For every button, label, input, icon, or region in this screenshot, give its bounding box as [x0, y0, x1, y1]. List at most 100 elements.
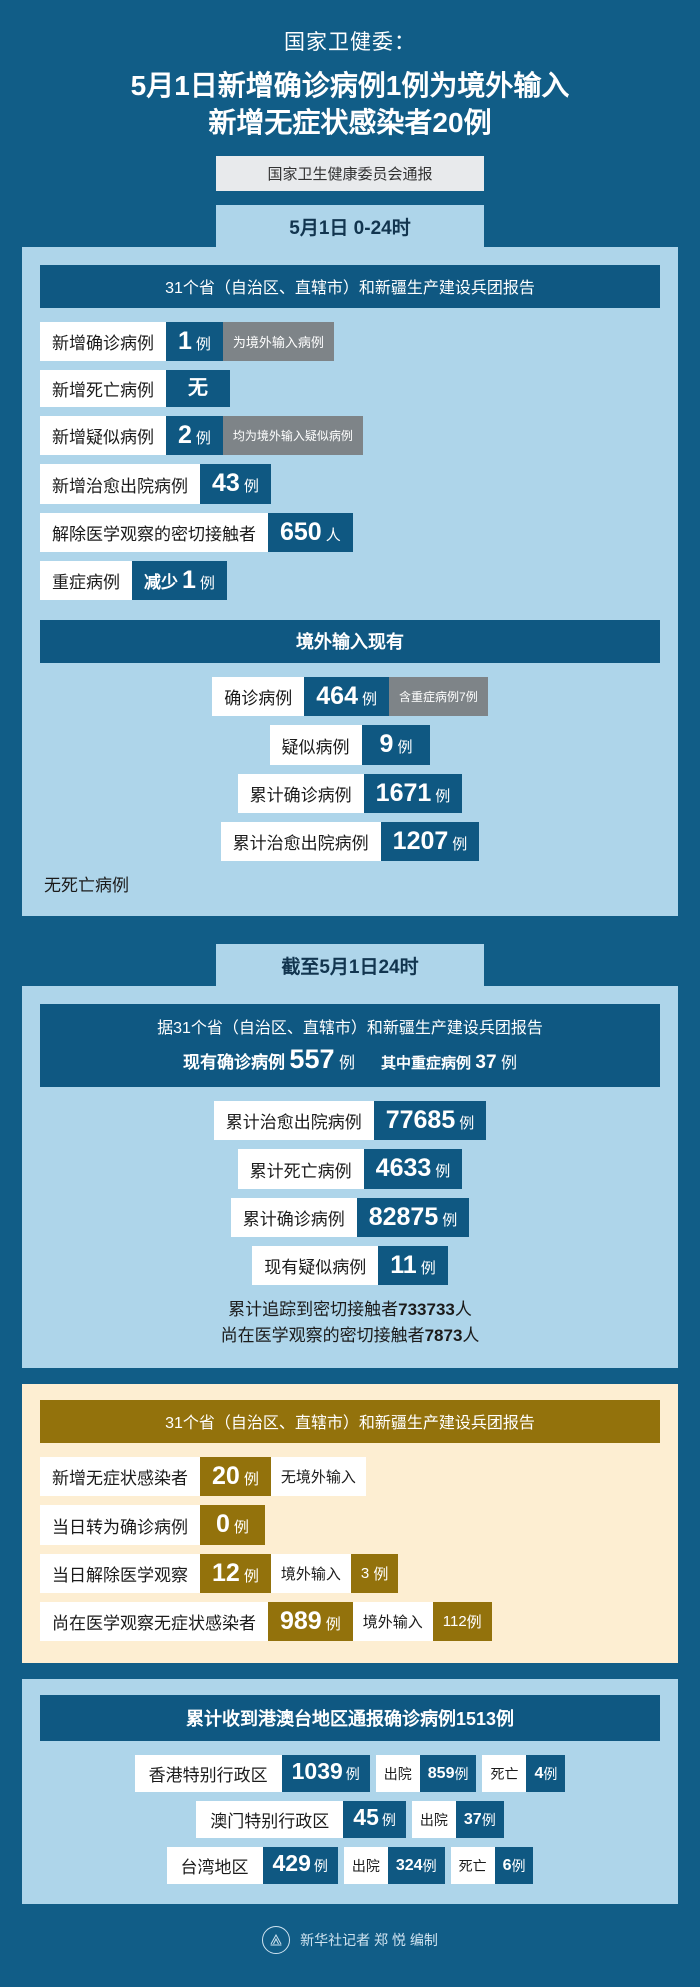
region-label: 台湾地区 [166, 1847, 263, 1885]
region-label: 香港特别行政区 [134, 1755, 282, 1793]
row-unit: 例 [459, 1115, 475, 1133]
row-unit: 例 [243, 1471, 259, 1489]
row-unit: 例 [435, 787, 451, 805]
contacts-traced-line: 累计追踪到密切接触者733733人 [40, 1297, 660, 1323]
table-row: 新增死亡病例 无 [40, 370, 660, 408]
row-note: 无境外输入 [270, 1457, 366, 1497]
region-number: 45 [353, 1804, 379, 1831]
page-title: 5月1日新增确诊病例1例为境外输入 新增无症状感染者20例 [0, 68, 700, 142]
section-regions-band: 累计收到港澳台地区通报确诊病例1513例 [40, 1695, 660, 1742]
row-label: 尚在医学观察无症状感染者 [40, 1601, 268, 1642]
row-note: 境外输入 [352, 1601, 433, 1642]
section-asymptomatic: 31个省（自治区、直辖市）和新疆生产建设兵团报告 新增无症状感染者 20 例 无… [22, 1384, 678, 1664]
row-value: 4633 例 [363, 1149, 463, 1189]
contacts-block: 累计追踪到密切接触者733733人 尚在医学观察的密切接触者7873人 [40, 1297, 660, 1348]
row-unit: 例 [195, 335, 211, 353]
row-value: 82875 例 [356, 1197, 470, 1237]
row-number: 1207 [392, 826, 449, 855]
section-daily-rows: 新增确诊病例 1 例 为境外输入病例 新增死亡病例 无 新增疑似病例 [40, 321, 660, 601]
region-discharged-unit: 例 [422, 1857, 437, 1874]
imported-footnote: 无死亡病例 [44, 876, 129, 896]
row-number: 1 [182, 565, 196, 594]
row-unit: 例 [452, 835, 468, 853]
row-label: 累计确诊病例 [230, 1197, 357, 1237]
current-cases-group: 现有确诊病例 557 例 [183, 1044, 355, 1075]
region-discharged-label: 出院 [343, 1847, 388, 1885]
row-label: 解除医学观察的密切接触者 [40, 512, 268, 552]
table-row: 累计死亡病例 4633 例 [40, 1149, 660, 1189]
table-row: 疑似病例 9 例 [40, 725, 660, 765]
contacts-observation-value: 7873 [424, 1325, 463, 1345]
row-number: 43 [212, 469, 240, 498]
row-unit: 例 [195, 430, 211, 448]
region-discharged-number: 859 [427, 1764, 455, 1782]
row-value: 464 例 [304, 677, 390, 717]
section-regions: 累计收到港澳台地区通报确诊病例1513例 香港特别行政区 1039 例 出院 8… [22, 1679, 678, 1905]
row-value: 9 例 [361, 725, 431, 765]
page-title-line2: 新增无症状感染者20例 [208, 106, 492, 138]
row-unit: 例 [362, 691, 378, 709]
current-cases-value: 557 [289, 1044, 335, 1075]
region-number: 1039 [291, 1758, 343, 1785]
table-row: 重症病例 减少 1 例 [40, 560, 660, 601]
header-eyebrow: 国家卫健委： [284, 31, 416, 54]
current-cases-unit: 例 [338, 1055, 355, 1073]
contacts-traced-value: 733733 [398, 1300, 455, 1320]
row-number: 11 [390, 1250, 417, 1279]
row-number: 9 [379, 730, 394, 759]
xinhua-logo-icon [262, 1926, 291, 1955]
row-label: 累计死亡病例 [237, 1149, 364, 1189]
row-note-secondary-unit: 例 [466, 1614, 482, 1632]
contacts-traced-unit: 人 [454, 1300, 472, 1320]
region-unit: 例 [313, 1858, 328, 1875]
row-unit: 例 [397, 739, 413, 757]
row-number: 464 [316, 682, 358, 711]
contacts-observation-unit: 人 [462, 1325, 480, 1345]
row-number: 1671 [375, 778, 432, 807]
table-row: 累计确诊病例 82875 例 [40, 1197, 660, 1237]
contacts-traced-label: 累计追踪到密切接触者 [228, 1300, 399, 1320]
row-value: 650 人 [268, 512, 353, 552]
section-regions-body: 累计收到港澳台地区通报确诊病例1513例 香港特别行政区 1039 例 出院 8… [22, 1679, 678, 1905]
section-cumulative-body: 据31个省（自治区、直辖市）和新疆生产建设兵团报告 现有确诊病例 557 例 其… [22, 986, 678, 1369]
row-label: 当日解除医学观察 [40, 1553, 200, 1593]
table-row: 澳门特别行政区 45 例 出院 37 例 [40, 1801, 660, 1839]
row-note-secondary-value: 3 [360, 1564, 370, 1582]
row-label: 新增无症状感染者 [40, 1457, 200, 1497]
row-number: 82875 [368, 1202, 439, 1231]
row-note: 含重症病例7例 [389, 677, 488, 717]
row-value: 12 例 [200, 1553, 271, 1593]
row-label: 重症病例 [40, 560, 132, 601]
row-number: 77685 [385, 1106, 456, 1135]
table-row: 累计治愈出院病例 1207 例 [40, 821, 660, 862]
table-row: 累计确诊病例 1671 例 [40, 773, 660, 813]
region-number: 429 [272, 1850, 311, 1877]
table-row: 新增疑似病例 2 例 均为境外输入疑似病例 [40, 416, 660, 456]
table-row: 现有疑似病例 11 例 [40, 1245, 660, 1286]
region-discharged-unit: 例 [481, 1811, 496, 1828]
row-number: 0 [216, 1510, 230, 1539]
region-value: 1039 例 [281, 1755, 370, 1793]
row-value: 0 例 [200, 1505, 265, 1545]
region-death-number: 4 [534, 1764, 544, 1782]
row-value: 20 例 [200, 1457, 271, 1497]
region-value: 45 例 [343, 1801, 406, 1839]
row-unit: 例 [420, 1259, 436, 1277]
severe-cases-value: 37 [475, 1052, 497, 1074]
row-value: 减少 1 例 [132, 560, 227, 601]
region-discharged-unit: 例 [454, 1765, 469, 1782]
table-row: 当日转为确诊病例 0 例 [40, 1505, 660, 1545]
page-title-line1: 5月1日新增确诊病例1例为境外输入 [130, 70, 570, 101]
cumulative-band-line1: 据31个省（自治区、直辖市）和新疆生产建设兵团报告 [157, 1020, 543, 1038]
row-label: 新增疑似病例 [40, 416, 166, 456]
table-row: 新增确诊病例 1 例 为境外输入病例 [40, 321, 660, 362]
imported-rows: 确诊病例 464 例 含重症病例7例 疑似病例 9 例 累计确诊病例 [40, 677, 660, 862]
row-label: 累计治愈出院病例 [220, 821, 381, 862]
row-note: 为境外输入病例 [222, 321, 334, 362]
row-unit: 例 [435, 1163, 451, 1181]
row-value: 2 例 [166, 416, 223, 456]
region-death-unit: 例 [511, 1857, 526, 1874]
